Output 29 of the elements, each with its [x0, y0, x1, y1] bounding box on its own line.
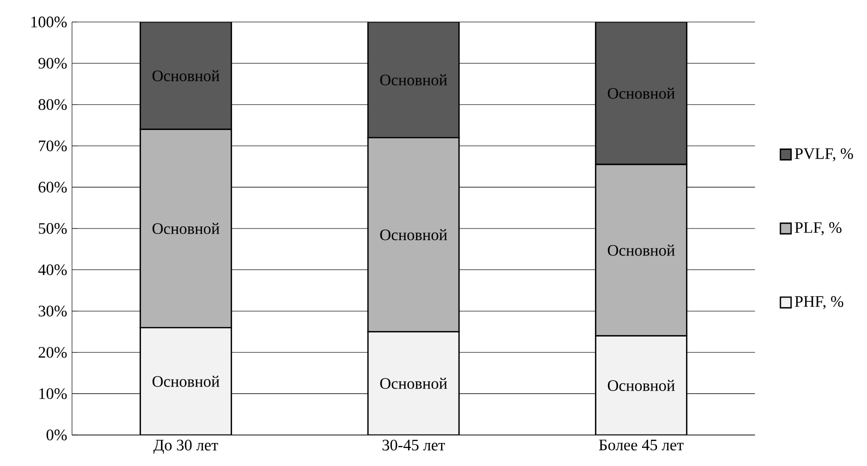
x-tick-label: 30-45 лет — [382, 440, 445, 450]
y-tick-label: 30% — [38, 306, 67, 317]
y-tick-label: 0% — [46, 430, 67, 440]
x-tick-label: Более 45 лет — [599, 440, 684, 450]
legend-label: PVLF, % — [794, 148, 854, 162]
bar — [140, 22, 232, 130]
y-tick-label: 90% — [38, 58, 67, 69]
bar — [367, 22, 460, 138]
y-tick-label: 60% — [38, 182, 67, 193]
data-label: Основной — [152, 222, 220, 234]
data-label: Основной — [608, 244, 675, 256]
bar — [594, 22, 688, 166]
y-tick-label: 70% — [39, 140, 67, 152]
y-tick-label: 100% — [31, 16, 67, 28]
y-tick-label: 50% — [38, 223, 67, 234]
data-label: Основной — [380, 229, 448, 240]
y-tick-label: 40% — [38, 264, 67, 276]
data-label: Основной — [380, 74, 448, 86]
data-label: Основной — [608, 88, 675, 99]
y-tick-label: 10% — [39, 388, 67, 400]
x-tick-label: До 30 лет — [153, 440, 218, 454]
data-label: Основной — [152, 376, 220, 387]
data-label: Основной — [152, 70, 220, 82]
data-label: Основной — [380, 378, 448, 389]
legend-label: PHF, % — [794, 296, 844, 310]
y-tick-label: 20% — [38, 346, 67, 358]
data-label: Основной — [608, 380, 675, 391]
legend-label: PLF, % — [794, 222, 842, 236]
y-tick-label: 80% — [38, 99, 67, 110]
